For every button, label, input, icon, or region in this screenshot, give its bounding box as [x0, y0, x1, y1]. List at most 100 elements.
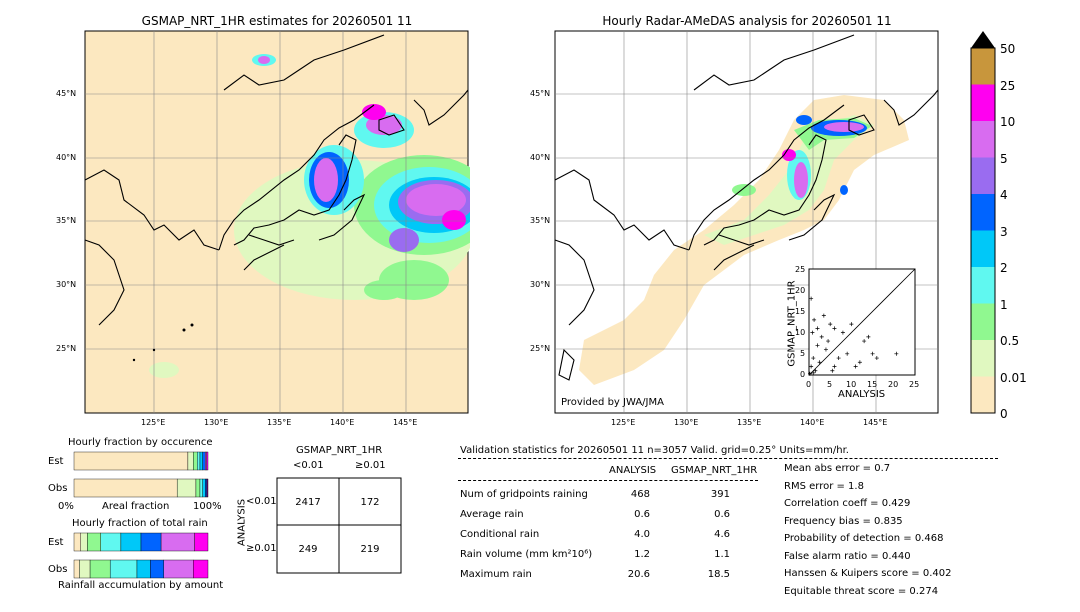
right-lat-45: 45°N: [530, 89, 551, 98]
right-lat-30: 30°N: [530, 280, 551, 289]
fraction-bar-segment: [187, 451, 194, 471]
cb-tick-1: 1: [1000, 298, 1008, 312]
cont-col-1: ≥0.01: [355, 460, 386, 471]
val-header: Validation statistics for 20260501 11 n=…: [460, 445, 849, 456]
left-lon-140: 140°E: [330, 418, 355, 427]
frac-occ-title: Hourly fraction by occurence: [68, 437, 213, 448]
fraction-bar-segment: [199, 478, 203, 498]
scatter-point: [832, 364, 837, 369]
fraction-bar-segment: [89, 559, 111, 579]
fraction-bar-segment: [100, 532, 122, 552]
fraction-bar-segment: [73, 559, 80, 579]
scatter-point: [870, 351, 875, 356]
fraction-bar-segment: [160, 532, 195, 552]
val-col-analysis: ANALYSIS: [609, 465, 657, 476]
cb-tick-3: 3: [1000, 225, 1008, 239]
cb-tick-10: 10: [1000, 115, 1016, 129]
right-map-title: Hourly Radar-AMeDAS analysis for 2026050…: [602, 14, 892, 28]
cb-tick-0.5: 0.5: [1000, 334, 1020, 348]
scatter-points: [808, 296, 899, 376]
colorbar-segment: [971, 230, 995, 267]
right-lat-25: 25°N: [530, 344, 551, 353]
frac-occ-0: 0%: [58, 501, 74, 512]
scatter-point: [817, 360, 822, 365]
fraction-bar-segment: [206, 451, 209, 471]
left-lat-25: 25°N: [56, 344, 77, 353]
val-row-a: 468: [630, 489, 650, 500]
scatter-y-25: 25: [795, 265, 806, 274]
left-lon-135: 135°E: [267, 418, 292, 427]
cont-row-0: <0.01: [246, 496, 277, 507]
cb-tick-5: 5: [1000, 152, 1008, 166]
left-map: [84, 30, 470, 414]
colorbar-segment: [971, 84, 995, 121]
right-lon-140: 140°E: [800, 418, 825, 427]
right-rain-field: [579, 95, 909, 385]
val-score: Equitable threat score = 0.274: [784, 585, 939, 597]
right-lon-145: 145°E: [863, 418, 888, 427]
scatter-point: [813, 368, 818, 373]
scatter-point: [832, 326, 837, 331]
scatter-point: [819, 334, 824, 339]
scatter-y-0: 0: [800, 370, 806, 379]
val-row-label: Maximum rain: [460, 569, 532, 580]
right-coastline: [554, 34, 939, 381]
scatter-x-5: 5: [827, 380, 833, 389]
fraction-bar-segment: [202, 451, 206, 471]
val-score: RMS error = 1.8: [784, 480, 864, 492]
cont-grid: [276, 477, 402, 574]
fraction-bar-segment: [150, 559, 164, 579]
right-lat-40: 40°N: [530, 153, 551, 162]
val-score: Frequency bias = 0.835: [784, 515, 903, 527]
right-lat-35: 35°N: [530, 216, 551, 225]
left-lat-30: 30°N: [56, 280, 77, 289]
scatter-plot: [808, 268, 916, 376]
right-lon-135: 135°E: [737, 418, 762, 427]
cb-tick-0: 0: [1000, 407, 1008, 421]
credit-text: Provided by JWA/JMA: [561, 397, 664, 408]
fraction-bar-segment: [140, 532, 162, 552]
scatter-x-10: 10: [846, 380, 857, 389]
scatter-point: [809, 364, 814, 369]
frac-occ-bars: [73, 451, 209, 498]
fraction-bar-segment: [205, 478, 207, 498]
scatter-y-15: 15: [795, 307, 806, 316]
colorbar-segment: [971, 157, 995, 194]
frac-occ-mid: Areal fraction: [102, 501, 170, 512]
scatter-point: [815, 326, 820, 331]
cont-col-0: <0.01: [293, 460, 324, 471]
left-lon-130: 130°E: [204, 418, 229, 427]
val-row-g: 391: [710, 489, 730, 500]
fraction-bar-segment: [194, 532, 209, 552]
frac-total-title: Hourly fraction of total rain: [72, 518, 208, 529]
scatter-y-20: 20: [795, 286, 806, 295]
scatter-point: [874, 356, 879, 361]
val-col-line: [458, 480, 758, 481]
val-col-gsmap: GSMAP_NRT_1HR: [671, 465, 758, 476]
val-row-a: 1.2: [634, 549, 650, 560]
fraction-bar-segment: [195, 478, 201, 498]
left-lon-145: 145°E: [393, 418, 418, 427]
left-lon-125: 125°E: [141, 418, 166, 427]
colorbar-segment: [971, 121, 995, 158]
fraction-bar-segment: [193, 559, 209, 579]
fraction-bar-segment: [136, 559, 151, 579]
fraction-bar-segment: [193, 451, 198, 471]
fraction-bar-segment: [120, 532, 142, 552]
colorbar-segment: [971, 194, 995, 231]
cont-cell-11: 219: [360, 544, 380, 555]
scatter-x-20: 20: [888, 380, 899, 389]
val-score: Hanssen & Kuipers score = 0.402: [784, 568, 952, 579]
left-map-title: GSMAP_NRT_1HR estimates for 20260501 11: [141, 14, 413, 28]
scatter-point: [810, 330, 815, 335]
scatter-point: [828, 322, 833, 327]
scatter-point: [811, 356, 816, 361]
scatter-point: [853, 364, 858, 369]
scatter-point: [849, 322, 854, 327]
scatter-point: [823, 347, 828, 352]
val-row-a: 0.6: [634, 509, 650, 520]
left-lat-45: 45°N: [56, 89, 77, 98]
right-lon-125: 125°E: [611, 418, 636, 427]
left-grid: [85, 31, 468, 413]
colorbar-segment: [971, 48, 995, 85]
